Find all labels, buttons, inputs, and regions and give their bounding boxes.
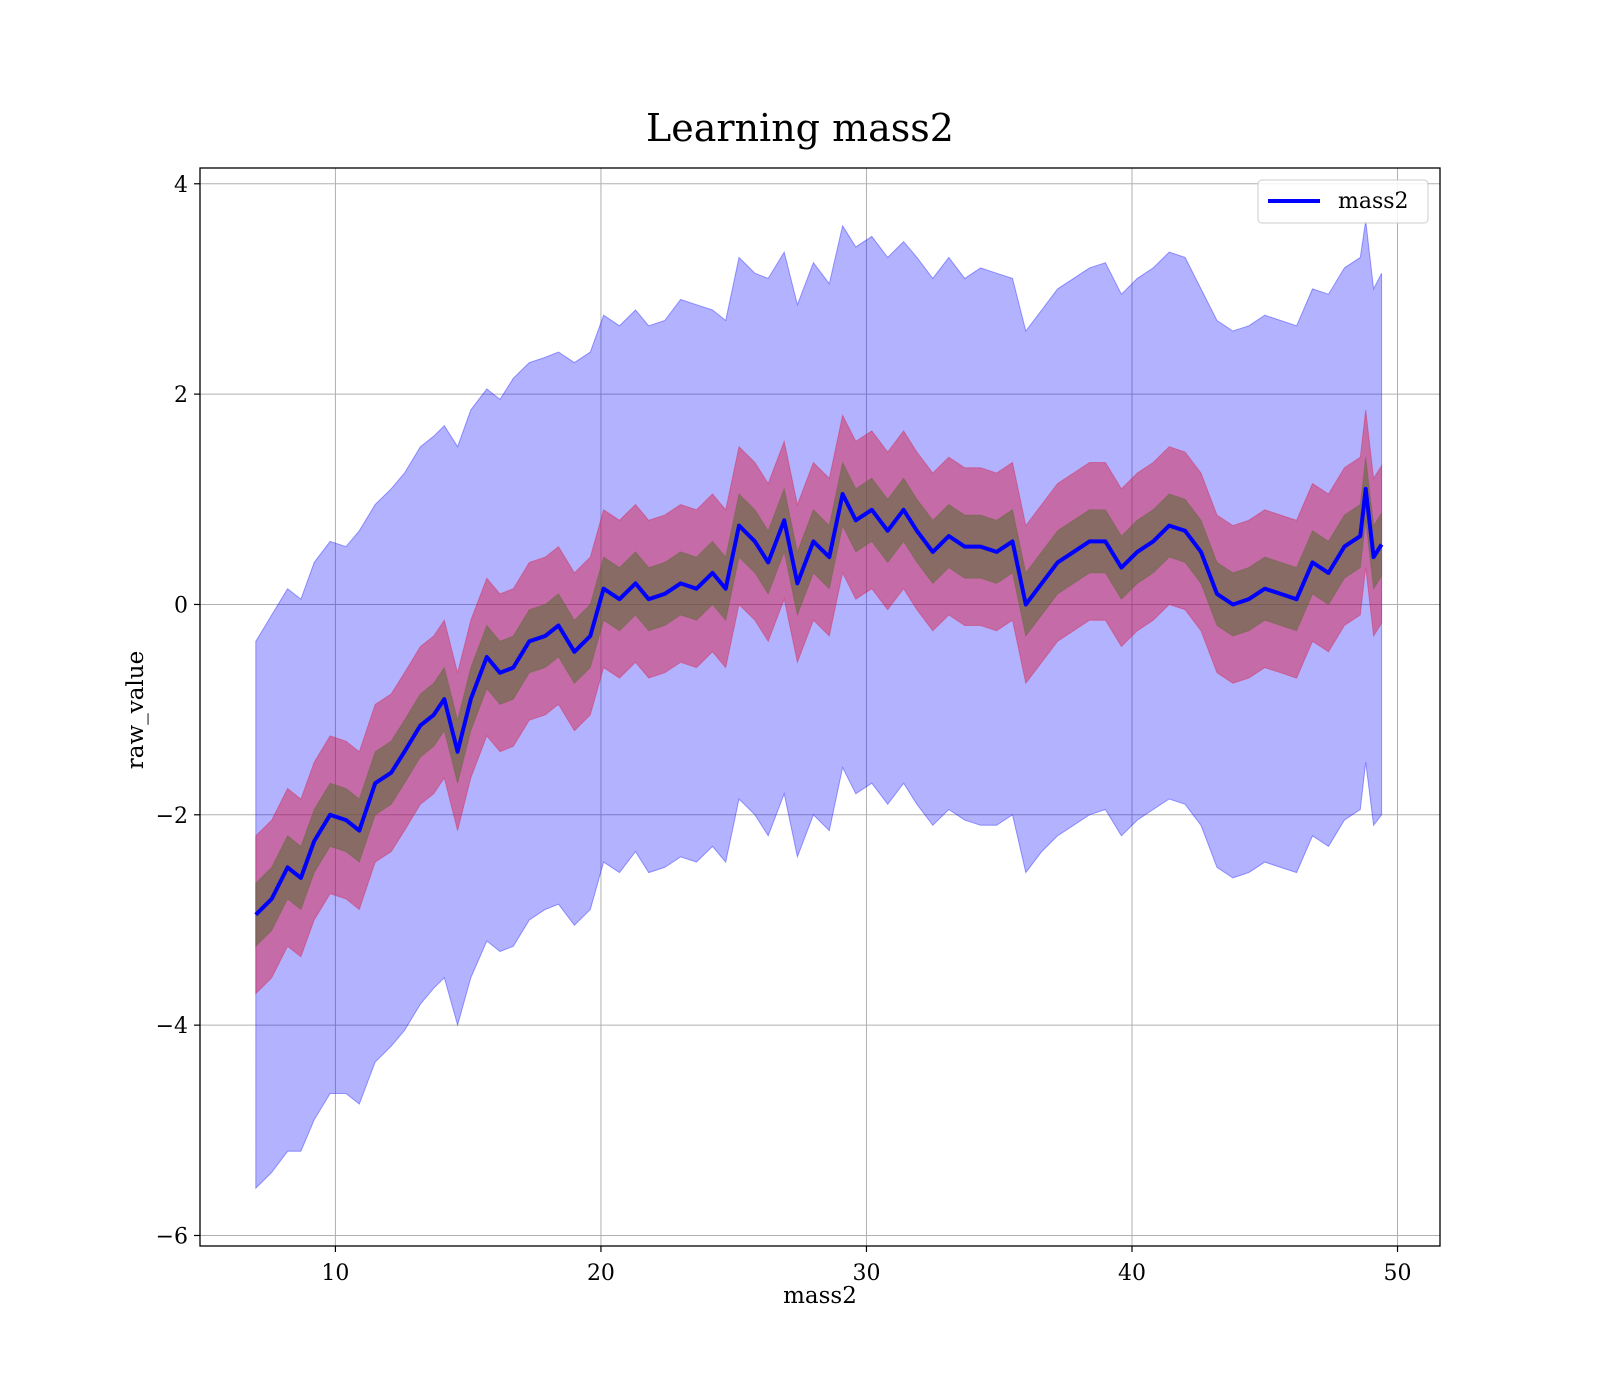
plot-frame: [199, 167, 1441, 1247]
y-axis-ticks: −6 −4 −2 0 2 4: [156, 173, 200, 1249]
x-tick-label: 40: [1118, 1261, 1146, 1286]
legend-label-mass2: mass2: [1338, 189, 1409, 214]
band-outer: [255, 220, 1383, 1190]
x-tick-label: 30: [852, 1261, 880, 1286]
chart-title: Learning mass2: [646, 106, 954, 150]
y-tick-label: 0: [174, 593, 188, 618]
confidence-bands: [255, 220, 1383, 1190]
series-line-mass2: [254, 486, 1384, 917]
y-tick-label: −4: [156, 1014, 188, 1039]
band-inner: [255, 457, 1383, 948]
legend-box: [1257, 179, 1429, 224]
grid: [200, 168, 1440, 1246]
x-tick-label: 10: [321, 1261, 349, 1286]
y-tick-label: −2: [156, 804, 188, 829]
legend: mass2: [1257, 179, 1429, 224]
y-tick-label: 4: [174, 173, 188, 198]
x-axis-ticks: 10 20 30 40 50: [321, 1246, 1412, 1286]
x-tick-label: 50: [1384, 1261, 1412, 1286]
x-tick-label: 20: [587, 1261, 615, 1286]
y-tick-label: −6: [156, 1224, 188, 1249]
y-axis-label: raw_value: [123, 651, 149, 769]
y-tick-label: 2: [174, 383, 188, 408]
x-axis-label: mass2: [783, 1283, 857, 1309]
